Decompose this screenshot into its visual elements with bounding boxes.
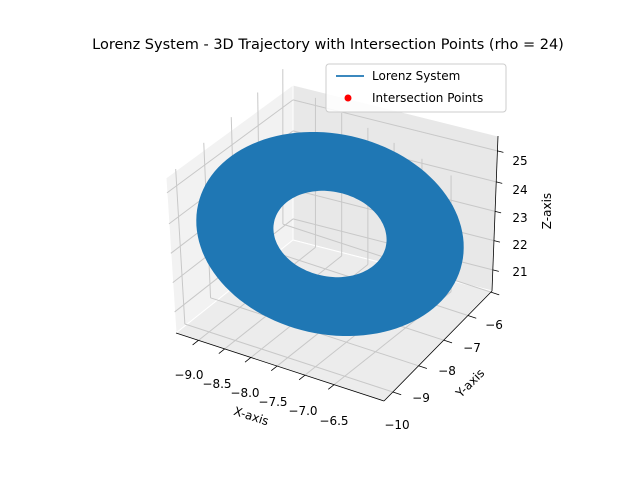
y-axis-line xyxy=(383,290,493,402)
x-tick-label: −8.5 xyxy=(202,377,231,391)
x-tick-label: −9.0 xyxy=(174,368,203,382)
tick-marks xyxy=(192,150,504,396)
x-tick-label: −7.0 xyxy=(288,404,317,418)
z-tick-mark xyxy=(493,240,501,243)
y-tick-label: −6 xyxy=(485,318,503,332)
y-tick-mark xyxy=(392,391,402,396)
gridline-z-left xyxy=(166,99,294,194)
z-tick-label: 24 xyxy=(512,183,527,197)
x-tick-label: −7.5 xyxy=(258,395,287,409)
z-tick-mark xyxy=(494,210,502,214)
legend-label-intersection-points: Intersection Points xyxy=(372,91,483,105)
x-tick-label: −6.5 xyxy=(319,414,348,428)
y-tick-mark xyxy=(418,365,428,369)
y-tick-label: −7 xyxy=(463,341,481,355)
y-tick-label: −9 xyxy=(412,391,430,405)
legend-box xyxy=(325,63,507,113)
z-tick-mark xyxy=(492,269,499,272)
x-tick-mark xyxy=(270,365,278,372)
y-tick-mark xyxy=(443,339,453,344)
x-tick-mark xyxy=(298,374,306,381)
x-tick-mark xyxy=(192,340,199,346)
x-tick-mark xyxy=(244,357,252,363)
z-tick-label: 21 xyxy=(512,265,527,279)
z-axis-line xyxy=(491,135,499,292)
z-tick-label: 23 xyxy=(512,211,527,225)
legend-label-lorenz-system: Lorenz System xyxy=(372,69,460,83)
x-axis-line xyxy=(175,332,385,402)
x-tick-mark xyxy=(327,384,335,390)
z-tick-mark xyxy=(497,150,504,153)
y-tick-label: −8 xyxy=(438,364,456,378)
z-tick-mark xyxy=(496,181,503,184)
y-tick-label: −10 xyxy=(384,418,409,432)
z-tick-label: 25 xyxy=(512,154,527,168)
legend-swatch-intersection-points xyxy=(344,94,352,102)
y-tick-mark xyxy=(490,291,500,296)
axes-3d: −9.0 −8.5 −8.0 −7.5 −7.0 −6.5 −10 −9 −8 … xyxy=(165,69,554,432)
z-axis-label: Z-axis xyxy=(540,193,554,229)
chart-title: Lorenz System - 3D Trajectory with Inter… xyxy=(92,37,564,53)
series-lorenz-system xyxy=(196,132,464,336)
gridline-y-floor xyxy=(184,323,394,393)
x-tick-mark xyxy=(218,348,225,354)
x-tick-label: −8.0 xyxy=(230,386,259,400)
y-tick-mark xyxy=(467,315,477,319)
z-tick-label: 22 xyxy=(512,238,527,252)
legend: Lorenz System Intersection Points xyxy=(325,63,507,113)
